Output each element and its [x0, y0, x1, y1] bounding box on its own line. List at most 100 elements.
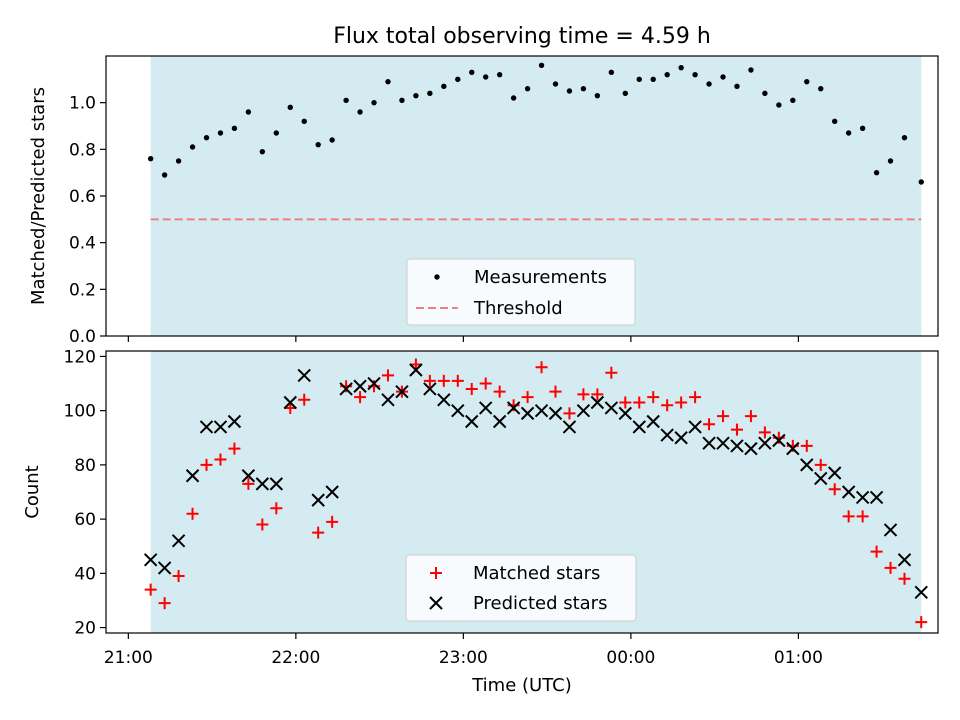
matched-star-point	[284, 401, 297, 414]
predicted-star-point	[674, 431, 688, 445]
predicted-star-point	[855, 490, 870, 505]
x-axis-label: Time (UTC)	[471, 675, 572, 696]
measurement-point	[804, 78, 810, 85]
measurement-point	[918, 179, 924, 185]
matched-star-point	[619, 396, 632, 409]
matched-star-point	[828, 483, 841, 496]
measurement-point	[678, 64, 684, 71]
matched-star-point	[521, 391, 534, 404]
predicted-star-point	[199, 420, 214, 434]
bottom-x-ticks: 21:00 22:00 23:00 00:00 01:00	[104, 633, 823, 668]
matched-star-point	[200, 458, 213, 471]
matched-star-point	[870, 545, 883, 558]
measurement-point	[399, 97, 405, 104]
matched-star-point	[298, 393, 311, 406]
matched-star-point	[814, 458, 827, 471]
matched-star-point	[172, 570, 185, 583]
measurement-point	[706, 81, 712, 87]
matched-star-point	[158, 597, 171, 610]
measurement-point	[776, 102, 782, 108]
matched-star-point	[228, 442, 241, 455]
matched-star-point	[703, 418, 716, 431]
measurement-point	[175, 158, 182, 164]
top-y-ticks: 0.0 0.2 0.4 0.6 0.8 1.0	[69, 94, 106, 347]
predicted-star-point	[786, 441, 800, 456]
matched-star-point	[591, 388, 604, 401]
x-tick-label: 22:00	[271, 648, 320, 668]
measurement-point	[859, 125, 866, 132]
matched-star-point	[270, 502, 283, 515]
measurement-point	[301, 118, 307, 125]
matched-star-point	[884, 561, 897, 574]
matched-star-point	[256, 518, 269, 531]
measurement-point	[357, 109, 363, 115]
predicted-star-point	[437, 393, 451, 407]
predicted-star-point	[506, 401, 521, 415]
predicted-star-point	[465, 414, 479, 429]
predicted-star-point	[157, 561, 172, 575]
measurement-point	[790, 97, 796, 104]
legend-matched-label: Matched stars	[473, 563, 600, 584]
matched-star-point	[800, 439, 813, 452]
measurement-point	[371, 99, 377, 106]
matched-star-point	[675, 396, 688, 409]
matched-star-point	[354, 391, 367, 404]
predicted-star-point	[283, 395, 297, 410]
matched-star-point	[437, 374, 450, 387]
measurement-point	[259, 148, 266, 155]
matched-star-point	[423, 374, 436, 387]
matched-star-point	[605, 366, 618, 379]
matched-star-point	[535, 361, 548, 374]
predicted-star-point	[646, 414, 660, 429]
predicted-star-point	[311, 493, 325, 507]
legend-measurement-marker	[434, 274, 440, 280]
predicted-star-point	[381, 393, 395, 407]
measurement-point	[483, 74, 489, 80]
predicted-star-point	[241, 469, 256, 483]
predicted-star-point	[534, 403, 549, 418]
predicted-star-point	[269, 477, 284, 491]
predicted-star-point	[562, 420, 577, 434]
measurement-point	[329, 137, 335, 143]
measurement-point	[622, 90, 629, 97]
predicted-star-point	[409, 363, 423, 377]
measurement-point	[873, 169, 880, 176]
predicted-star-point	[827, 466, 842, 480]
predicted-star-point	[883, 523, 898, 537]
measurement-point	[538, 62, 545, 69]
predicted-star-point	[716, 436, 730, 450]
measurement-point	[231, 125, 238, 132]
matched-star-point	[661, 399, 674, 412]
measurement-point	[566, 88, 573, 94]
predicted-star-point	[702, 436, 716, 450]
predicted-star-point	[800, 458, 814, 472]
measurement-point	[608, 69, 615, 76]
measurement-point	[524, 85, 531, 92]
measurement-point	[552, 81, 559, 87]
legend-measurements-label: Measurements	[474, 267, 607, 288]
matched-star-point	[549, 385, 562, 398]
matched-star-point	[577, 388, 590, 401]
matched-star-point	[758, 426, 771, 439]
measurement-point	[189, 144, 196, 150]
predicted-star-point	[451, 403, 465, 418]
measurement-point	[203, 134, 210, 141]
bottom-y-ticks: 20 40 60 80 100 120	[64, 347, 106, 639]
matched-star-point	[479, 377, 492, 390]
matched-star-point	[898, 572, 911, 585]
measurement-point	[385, 78, 391, 85]
predicted-star-point	[590, 395, 605, 410]
top-plot-frame	[105, 55, 939, 337]
predicted-star-point	[478, 401, 493, 415]
matched-star-point	[689, 391, 702, 404]
matched-star-point	[312, 526, 325, 539]
matched-star-point	[493, 385, 506, 398]
predicted-star-point	[423, 382, 437, 396]
predicted-star-point	[869, 490, 884, 505]
predicted-star-point	[325, 485, 339, 499]
predicted-star-point	[367, 376, 381, 391]
predicted-star-point	[297, 368, 311, 383]
x-tick-label: 23:00	[439, 648, 488, 668]
measurement-point	[441, 83, 447, 90]
measurement-point	[734, 83, 740, 90]
